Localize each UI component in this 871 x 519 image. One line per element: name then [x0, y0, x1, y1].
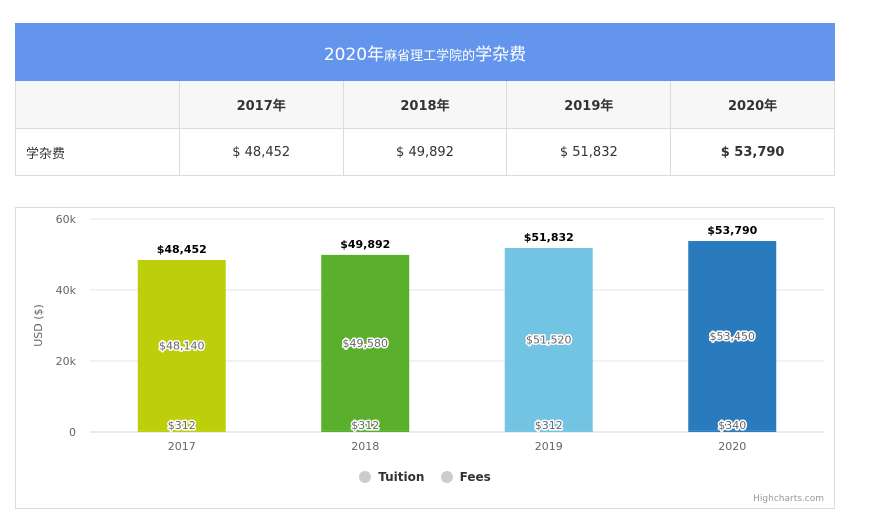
bar-total-label: $49,892: [340, 238, 390, 251]
bar-fees-label: $312: [168, 419, 196, 432]
y-axis-title: USD ($): [32, 304, 45, 347]
bar-total-label: $53,790: [707, 224, 757, 237]
bar-segment-fees: [137, 430, 226, 432]
bar-segment-fees: [321, 430, 410, 432]
x-tick-label: 2019: [535, 440, 563, 453]
bar-total-label: $48,452: [157, 243, 207, 256]
header-cell-2019: 2019年: [506, 80, 672, 129]
y-tick-label: 20k: [56, 355, 77, 368]
bar-segment-fees: [504, 430, 593, 432]
bar-tuition-label: $48,140: [159, 339, 205, 352]
cell-2018: $ 49,892: [342, 128, 508, 176]
legend-label-tuition: Tuition: [378, 470, 425, 484]
chart-legend: Tuition Fees: [16, 470, 834, 486]
legend-dot-fees: [440, 471, 453, 483]
table-row: 学杂费 $ 48,452 $ 49,892 $ 51,832 $ 53,790: [15, 128, 835, 176]
bar-tuition-label: $53,450: [710, 330, 756, 343]
header-cell-2018: 2018年: [342, 80, 508, 129]
bar-segment-tuition: [504, 247, 593, 431]
table-header-row: 2017年 2018年 2019年 2020年: [15, 80, 835, 129]
bar-tuition-label: $51,520: [526, 333, 572, 346]
x-tick-label: 2017: [168, 440, 196, 453]
bar-total-label: $51,832: [524, 231, 574, 244]
row-label: 学杂费: [15, 128, 180, 176]
table-title: 2020年麻省理工学院的学杂费: [15, 23, 835, 81]
bar-fees-label: $340: [718, 419, 746, 432]
chart-credits[interactable]: Highcharts.com: [753, 494, 824, 504]
chart-container: 0 20k 40k 60k USD ($) $48,452 $48,140 $312 2017 $…: [15, 207, 835, 509]
header-cell-2017: 2017年: [178, 80, 344, 129]
x-tick-label: 2020: [718, 440, 746, 453]
x-tick-label: 2018: [351, 440, 379, 453]
cell-2019: $ 51,832: [506, 128, 672, 176]
legend-item-tuition[interactable]: Tuition: [359, 470, 424, 484]
y-tick-label: 60k: [56, 213, 77, 226]
legend-dot-tuition: [359, 471, 372, 483]
bar-segment-tuition: [137, 259, 226, 431]
header-cell-2020: 2020年: [670, 80, 835, 129]
bar-segment-tuition: [321, 254, 410, 431]
y-tick-label: 0: [69, 426, 76, 439]
tuition-table: 2020年麻省理工学院的学杂费 2017年 2018年 2019年 2020年 …: [15, 23, 835, 176]
table-title-year: 2020年: [323, 44, 385, 65]
bar-fees-label: $312: [351, 419, 379, 432]
cell-2017: $ 48,452: [178, 128, 344, 176]
bar-tuition-label: $49,580: [343, 337, 389, 350]
bar-chart: 0 20k 40k 60k USD ($) $48,452 $48,140 $312 2017 $…: [32, 213, 824, 453]
bar-segment-fees: [688, 430, 777, 432]
bar-fees-label: $312: [535, 419, 563, 432]
cell-2020: $ 53,790: [670, 128, 835, 176]
legend-item-fees[interactable]: Fees: [440, 470, 491, 484]
table-title-suffix: 学杂费: [475, 44, 527, 65]
table-title-school: 麻省理工学院的: [384, 48, 476, 64]
bar-segment-tuition: [688, 241, 777, 431]
header-cell-empty: [15, 80, 180, 129]
y-tick-label: 40k: [56, 284, 77, 297]
legend-label-fees: Fees: [459, 470, 491, 484]
